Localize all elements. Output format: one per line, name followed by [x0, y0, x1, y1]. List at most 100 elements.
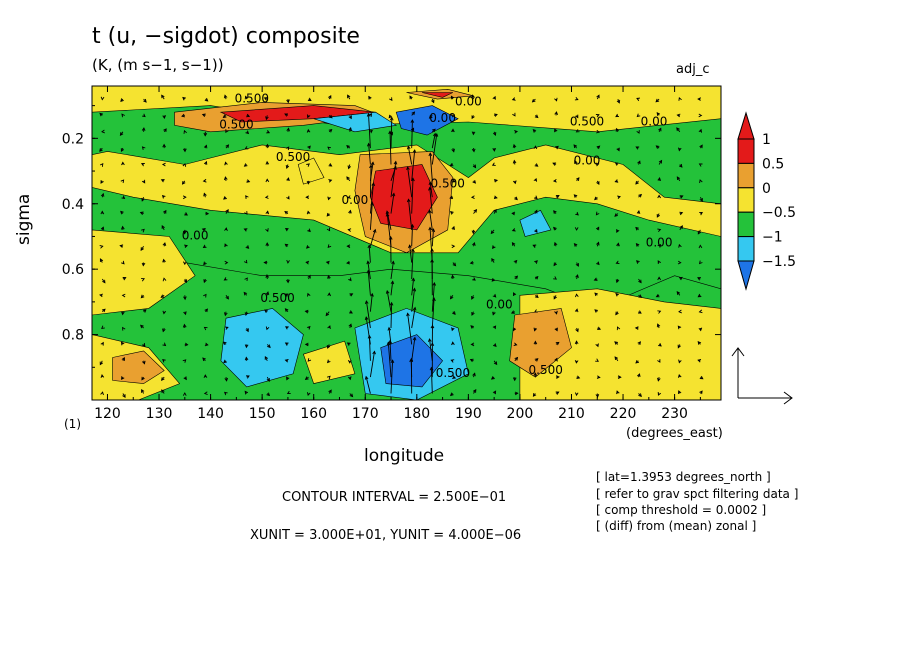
wind-arrowhead	[699, 179, 703, 184]
wind-arrow	[368, 143, 371, 165]
wind-arrowhead	[657, 359, 661, 363]
wind-arrowhead	[182, 163, 187, 167]
wind-arrowhead	[451, 225, 455, 230]
wind-arrowhead	[223, 94, 228, 99]
wind-arrowhead	[428, 181, 433, 186]
wind-arrowhead	[304, 376, 309, 380]
wind-arrowhead	[140, 324, 144, 329]
wind-arrowhead	[699, 212, 703, 216]
contour-interval: CONTOUR INTERVAL = 2.500E−01	[282, 490, 507, 505]
wind-arrowhead	[142, 309, 147, 313]
wind-arrowhead	[553, 262, 558, 267]
contour-label: 0.500	[260, 291, 294, 305]
wind-arrowhead	[265, 242, 270, 246]
wind-arrowhead	[202, 178, 207, 183]
wind-arrowhead	[284, 308, 289, 312]
wind-arrowhead	[160, 377, 165, 381]
wind-arrowhead	[286, 127, 290, 132]
wind-arrowhead	[119, 132, 124, 136]
wind-arrow	[408, 199, 413, 230]
wind-arrowhead	[614, 162, 619, 166]
wind-arrowhead	[616, 326, 621, 331]
wind-arrowhead	[366, 260, 370, 265]
wind-arrowhead	[428, 226, 432, 231]
wind-arrowhead	[245, 245, 250, 249]
wind-arrowhead	[514, 129, 519, 134]
wind-arrowhead	[246, 179, 251, 183]
wind-arrowhead	[349, 310, 353, 314]
wind-arrowhead	[493, 195, 498, 200]
wind-arrowhead	[514, 196, 518, 201]
colorbar-segment	[737, 211, 755, 238]
wind-arrowhead	[555, 391, 560, 395]
wind-arrowhead	[428, 152, 433, 157]
wind-arrowhead	[532, 393, 537, 397]
wind-arrowhead	[451, 113, 455, 118]
shaded-region-9	[297, 157, 325, 185]
wind-arrow	[431, 133, 438, 165]
wind-arrowhead	[203, 279, 207, 284]
contour-label: 0.00	[429, 111, 456, 125]
wind-arrowhead	[161, 194, 166, 199]
wind-arrowhead	[512, 159, 517, 164]
wind-arrowhead	[265, 291, 270, 296]
wind-arrowhead	[657, 177, 662, 182]
wind-arrowhead	[635, 146, 640, 150]
contour-labels: 0.500 0.00 0.500 0.00 0.00 0.500 0.500 0.00 0.00…	[182, 91, 673, 380]
wind-arrowhead	[224, 260, 229, 265]
wind-arrowhead	[348, 209, 352, 214]
wind-arrowhead	[364, 300, 369, 305]
wind-arrowhead	[346, 176, 350, 181]
wind-arrowhead	[597, 326, 602, 331]
x-tick-label: 130	[146, 406, 173, 422]
wind-arrowhead	[162, 342, 167, 347]
wind-arrowhead	[120, 148, 125, 153]
wind-arrowhead	[534, 209, 538, 214]
wind-arrowhead	[470, 325, 475, 329]
contour-label: 0.00	[182, 229, 209, 243]
wind-arrowhead	[327, 196, 331, 201]
wind-arrowhead	[265, 326, 270, 331]
wind-arrowhead	[347, 228, 352, 232]
wind-arrowhead	[99, 245, 104, 249]
wind-arrowhead	[679, 195, 684, 199]
wind-arrowhead	[307, 292, 311, 297]
colorbar-segment	[737, 187, 755, 213]
wind-arrowhead	[327, 292, 332, 297]
wind-arrowhead	[593, 277, 598, 281]
wind-arrowhead	[555, 195, 560, 199]
wind-arrowhead	[492, 293, 497, 298]
wind-arrowhead	[349, 293, 354, 297]
wind-arrowhead	[449, 295, 454, 300]
wind-arrowhead	[182, 230, 187, 235]
wind-arrowhead	[616, 229, 620, 233]
wind-arrow	[390, 360, 394, 394]
wind-arrowhead	[266, 392, 271, 397]
wind-arrowhead	[286, 376, 290, 381]
wind-arrow	[411, 224, 413, 247]
wind-arrowhead	[181, 113, 186, 118]
note-filtering: [ refer to grav spct filtering data ]	[596, 487, 799, 501]
note-diff: [ (diff) from (mean) zonal ]	[596, 519, 757, 533]
shaded-region-6	[112, 350, 165, 384]
wind-arrowhead	[657, 260, 662, 265]
wind-arrowhead	[203, 132, 208, 137]
wind-arrowhead	[513, 342, 518, 347]
wind-arrowhead	[162, 258, 166, 263]
wind-arrowhead	[636, 373, 641, 377]
wind-arrowhead	[141, 146, 146, 151]
y-tick-label: 0.6	[62, 262, 84, 278]
wind-arrowhead	[328, 114, 333, 119]
wind-arrowhead	[676, 113, 681, 118]
wind-arrowhead	[243, 228, 248, 232]
wind-arrow	[411, 119, 413, 149]
wind-arrowhead	[99, 361, 104, 366]
wind-arrowhead	[697, 358, 702, 363]
colorbar-cap-top	[737, 111, 755, 140]
wind-arrowhead	[204, 97, 209, 102]
wind-arrowhead	[223, 312, 228, 317]
wind-arrowhead	[532, 129, 537, 133]
wind-arrowhead	[554, 128, 558, 133]
wind-arrowhead	[347, 165, 352, 170]
wind-arrowhead	[99, 258, 104, 262]
